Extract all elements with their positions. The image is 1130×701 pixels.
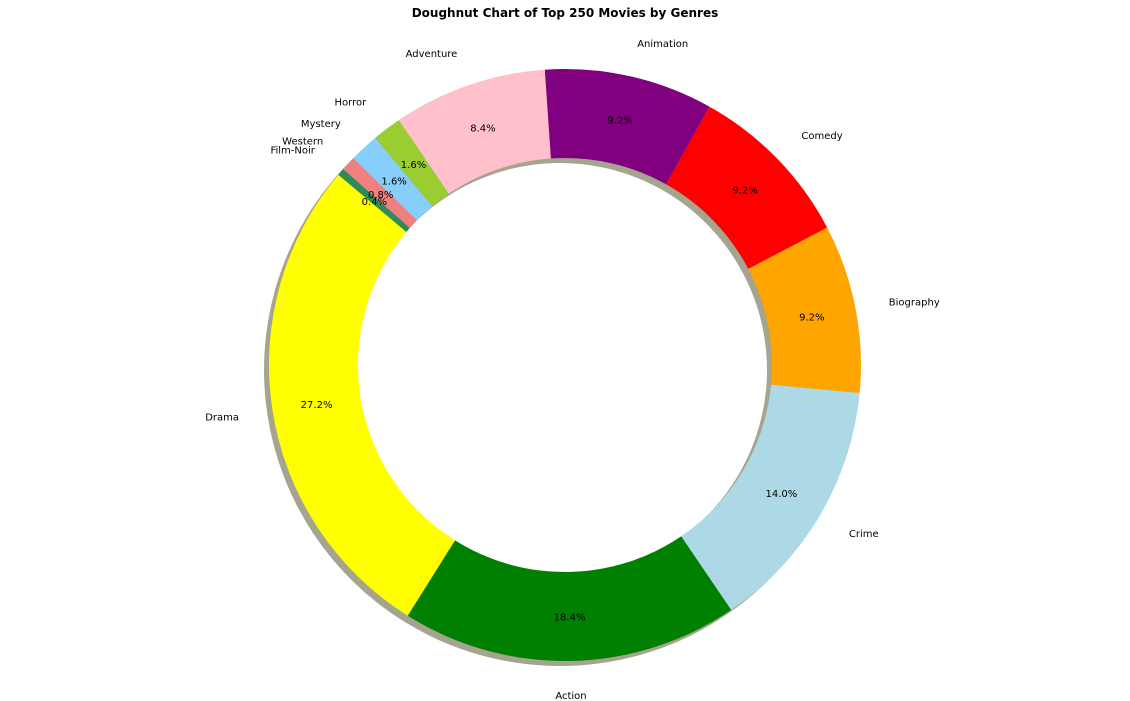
- pct-label-mystery: 1.6%: [381, 176, 406, 187]
- slice-label-horror: Horror: [335, 98, 368, 109]
- slice-label-western: Western: [282, 136, 323, 147]
- pct-label-film-noir: 0.4%: [362, 197, 387, 208]
- slice-label-action: Action: [555, 691, 586, 701]
- slice-label-comedy: Comedy: [801, 131, 842, 142]
- slice-mystery: [353, 137, 433, 221]
- slice-western: [343, 158, 417, 229]
- slice-label-biography: Biography: [889, 297, 940, 308]
- slice-biography: [748, 227, 861, 394]
- pct-label-drama: 27.2%: [301, 400, 333, 411]
- slice-label-adventure: Adventure: [406, 49, 458, 60]
- pct-label-crime: 14.0%: [765, 489, 797, 500]
- slice-animation: [544, 69, 710, 185]
- slices-layer: [269, 69, 861, 662]
- slice-label-mystery: Mystery: [301, 119, 341, 130]
- pct-label-adventure: 8.4%: [470, 123, 495, 134]
- slice-adventure: [398, 69, 551, 194]
- slice-label-animation: Animation: [637, 39, 688, 50]
- slice-drama: [269, 174, 456, 616]
- pct-label-western: 0.8%: [368, 190, 393, 201]
- slice-label-crime: Crime: [849, 529, 879, 540]
- pct-label-horror: 1.6%: [401, 160, 426, 171]
- pct-label-animation: 9.2%: [607, 116, 632, 127]
- pct-label-biography: 9.2%: [799, 312, 824, 323]
- pct-label-comedy: 9.2%: [732, 186, 757, 197]
- slice-horror: [375, 120, 449, 207]
- slice-action: [407, 536, 732, 662]
- slice-comedy: [665, 106, 828, 269]
- pct-label-action: 18.4%: [554, 612, 586, 623]
- slice-crime: [681, 384, 860, 610]
- slice-label-film-noir: Film-Noir: [270, 146, 315, 157]
- slice-label-drama: Drama: [205, 412, 239, 423]
- labels-layer: Drama 27.2% Action 18.4% Crime 14.0% Biography…: [205, 39, 940, 701]
- chart-title: Doughnut Chart of Top 250 Movies by Genr…: [412, 6, 719, 20]
- slice-film-noir: [338, 169, 410, 232]
